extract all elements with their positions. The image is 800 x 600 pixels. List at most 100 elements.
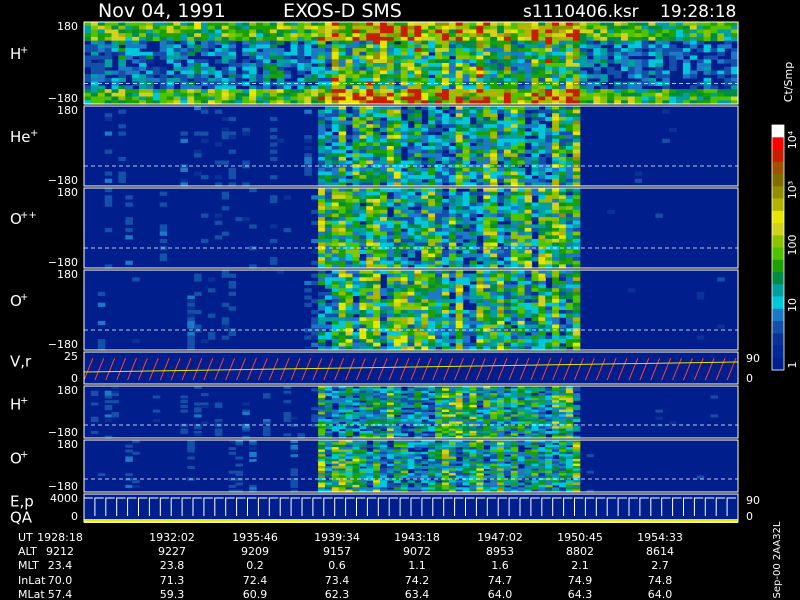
- footer-row-name: MLT: [18, 559, 39, 572]
- y-tick-bottom: 0: [71, 510, 78, 523]
- y-tick-top: 180: [57, 104, 78, 117]
- panel-label: E,p: [10, 493, 34, 511]
- footer-value: 23.8: [160, 559, 185, 572]
- footer-value: 73.4: [325, 574, 350, 587]
- y-tick-bottom: −180: [48, 480, 78, 493]
- colorbar-tick-label: 100: [786, 235, 799, 256]
- panel-label: H: [10, 395, 21, 413]
- right-tick-bottom: 0: [746, 510, 753, 523]
- heatmap-cells: [97, 440, 705, 493]
- footer-value: 0.2: [246, 559, 264, 572]
- distance-trace: [83, 361, 739, 373]
- y-tick-bottom: 0: [71, 372, 78, 385]
- colorbar-segment: [772, 198, 784, 212]
- panel-label: V,r: [10, 352, 32, 370]
- y-tick-top: 25: [64, 350, 78, 363]
- y-tick-top: 180: [57, 438, 78, 451]
- footer-value: 8614: [646, 545, 674, 558]
- panel-h-plus: H+180 −180: [10, 20, 739, 105]
- footer-value: 1954:33: [637, 531, 683, 544]
- panel-label-sup: +: [30, 128, 38, 139]
- footer-value: 2.7: [651, 559, 669, 572]
- footer-value: 72.4: [243, 574, 268, 587]
- heatmap-cells: [104, 106, 677, 187]
- footer-value: 1950:45: [557, 531, 603, 544]
- footer-value: 62.3: [325, 588, 350, 600]
- footer-value: 71.3: [160, 574, 185, 587]
- footer-value: 0.6: [328, 559, 346, 572]
- footer-row-ut: UT 1928:18 1932:02 1935:46 1939:34 1943:18 194…: [18, 531, 683, 544]
- y-tick-bottom: −180: [48, 338, 78, 351]
- header-file: s1110406.ksr: [523, 2, 639, 22]
- colorbar-segment: [772, 235, 784, 249]
- footer-value: 64.3: [568, 588, 593, 600]
- colorbar-tick-label: 1: [786, 362, 799, 369]
- panel-label-2: QA: [10, 509, 33, 527]
- colorbar-segment: [772, 210, 784, 224]
- y-tick-top: 180: [57, 268, 78, 281]
- panel-label: He: [10, 128, 31, 146]
- footer-value: 1947:02: [477, 531, 523, 544]
- colorbar-segment: [772, 321, 784, 334]
- heatmap-cells: [97, 270, 725, 351]
- header-time: 19:28:18: [660, 2, 736, 22]
- colorbar-segment: [772, 357, 784, 371]
- panel-label: H: [10, 45, 21, 63]
- footer-value: 60.9: [243, 588, 268, 600]
- footer-value: 9209: [241, 545, 269, 558]
- footer-value: 1.6: [491, 559, 509, 572]
- header: Nov 04, 1991 EXOS-D SMS s1110406.ksr 19:…: [98, 0, 736, 22]
- footer-value: 23.4: [48, 559, 73, 572]
- footer-value: 1.1: [408, 559, 426, 572]
- y-tick-top: 180: [57, 186, 78, 199]
- y-tick-bottom: −180: [48, 92, 78, 105]
- panel-o-plus: O+180 −180: [10, 268, 739, 351]
- colorbar-segment: [772, 125, 784, 138]
- footer-value: 1928:18: [37, 531, 83, 544]
- colorbar-segment: [772, 161, 784, 175]
- panel-ep-qa: E,pQA 4000 0 90 0: [10, 492, 760, 527]
- panel-he-plus: He +180 −180: [10, 104, 739, 187]
- y-tick-bottom: −180: [48, 256, 78, 269]
- colorbar-tick-label: 10: [786, 298, 799, 312]
- heatmap-cells: [90, 386, 718, 439]
- colorbar-segment: [772, 137, 784, 151]
- footer-value: 74.7: [488, 574, 513, 587]
- footer-value: 8953: [486, 545, 514, 558]
- panel-label: O: [10, 292, 22, 310]
- colorbar-segment: [772, 272, 784, 285]
- panel-label-sup: +: [20, 449, 28, 460]
- colorbar-segment: [772, 296, 784, 310]
- footer-side-label: Sep-00 2AA32L: [772, 521, 783, 598]
- footer-value: 8802: [566, 545, 594, 558]
- footer-value: 1943:18: [394, 531, 440, 544]
- footer-value: 9227: [158, 545, 186, 558]
- panel-label-sup: +: [20, 45, 28, 56]
- footer-value: 59.3: [160, 588, 185, 600]
- footer-row-inlat: InLat 70.0 71.3 72.4 73.4 74.2 74.7 74.9 74.8: [18, 574, 672, 587]
- footer-row-alt: ALT 9212 9227 9209 9157 9072 8953 8802 8614: [18, 545, 674, 558]
- colorbar-segment: [772, 345, 784, 359]
- footer-value: 9212: [46, 545, 74, 558]
- colorbar-frame: [771, 124, 785, 371]
- panel-frame: [83, 439, 739, 493]
- colorbar-tick-label: 10³: [786, 181, 799, 199]
- footer-value: 74.8: [648, 574, 673, 587]
- colorbar: Ct/Smp 10⁴ 10³ 100 10 1: [771, 62, 799, 371]
- colorbar-segment: [772, 259, 784, 273]
- colorbar-segment: [772, 247, 784, 261]
- footer-value: 1939:34: [314, 531, 360, 544]
- footer-value: 9072: [403, 545, 431, 558]
- panel-label-sup: +: [20, 292, 28, 303]
- footer-value: 74.2: [405, 574, 430, 587]
- footer-value: 70.0: [48, 574, 73, 587]
- footer-row-name: InLat: [18, 574, 46, 587]
- colorbar-unit: Ct/Smp: [782, 62, 795, 102]
- footer-row-name: MLat: [18, 588, 45, 600]
- colorbar-segment: [772, 186, 784, 200]
- footer-value: 1935:46: [232, 531, 278, 544]
- footer-value: 57.4: [48, 588, 73, 600]
- footer-value: 64.0: [648, 588, 673, 600]
- colorbar-tick-label: 10⁴: [786, 130, 799, 149]
